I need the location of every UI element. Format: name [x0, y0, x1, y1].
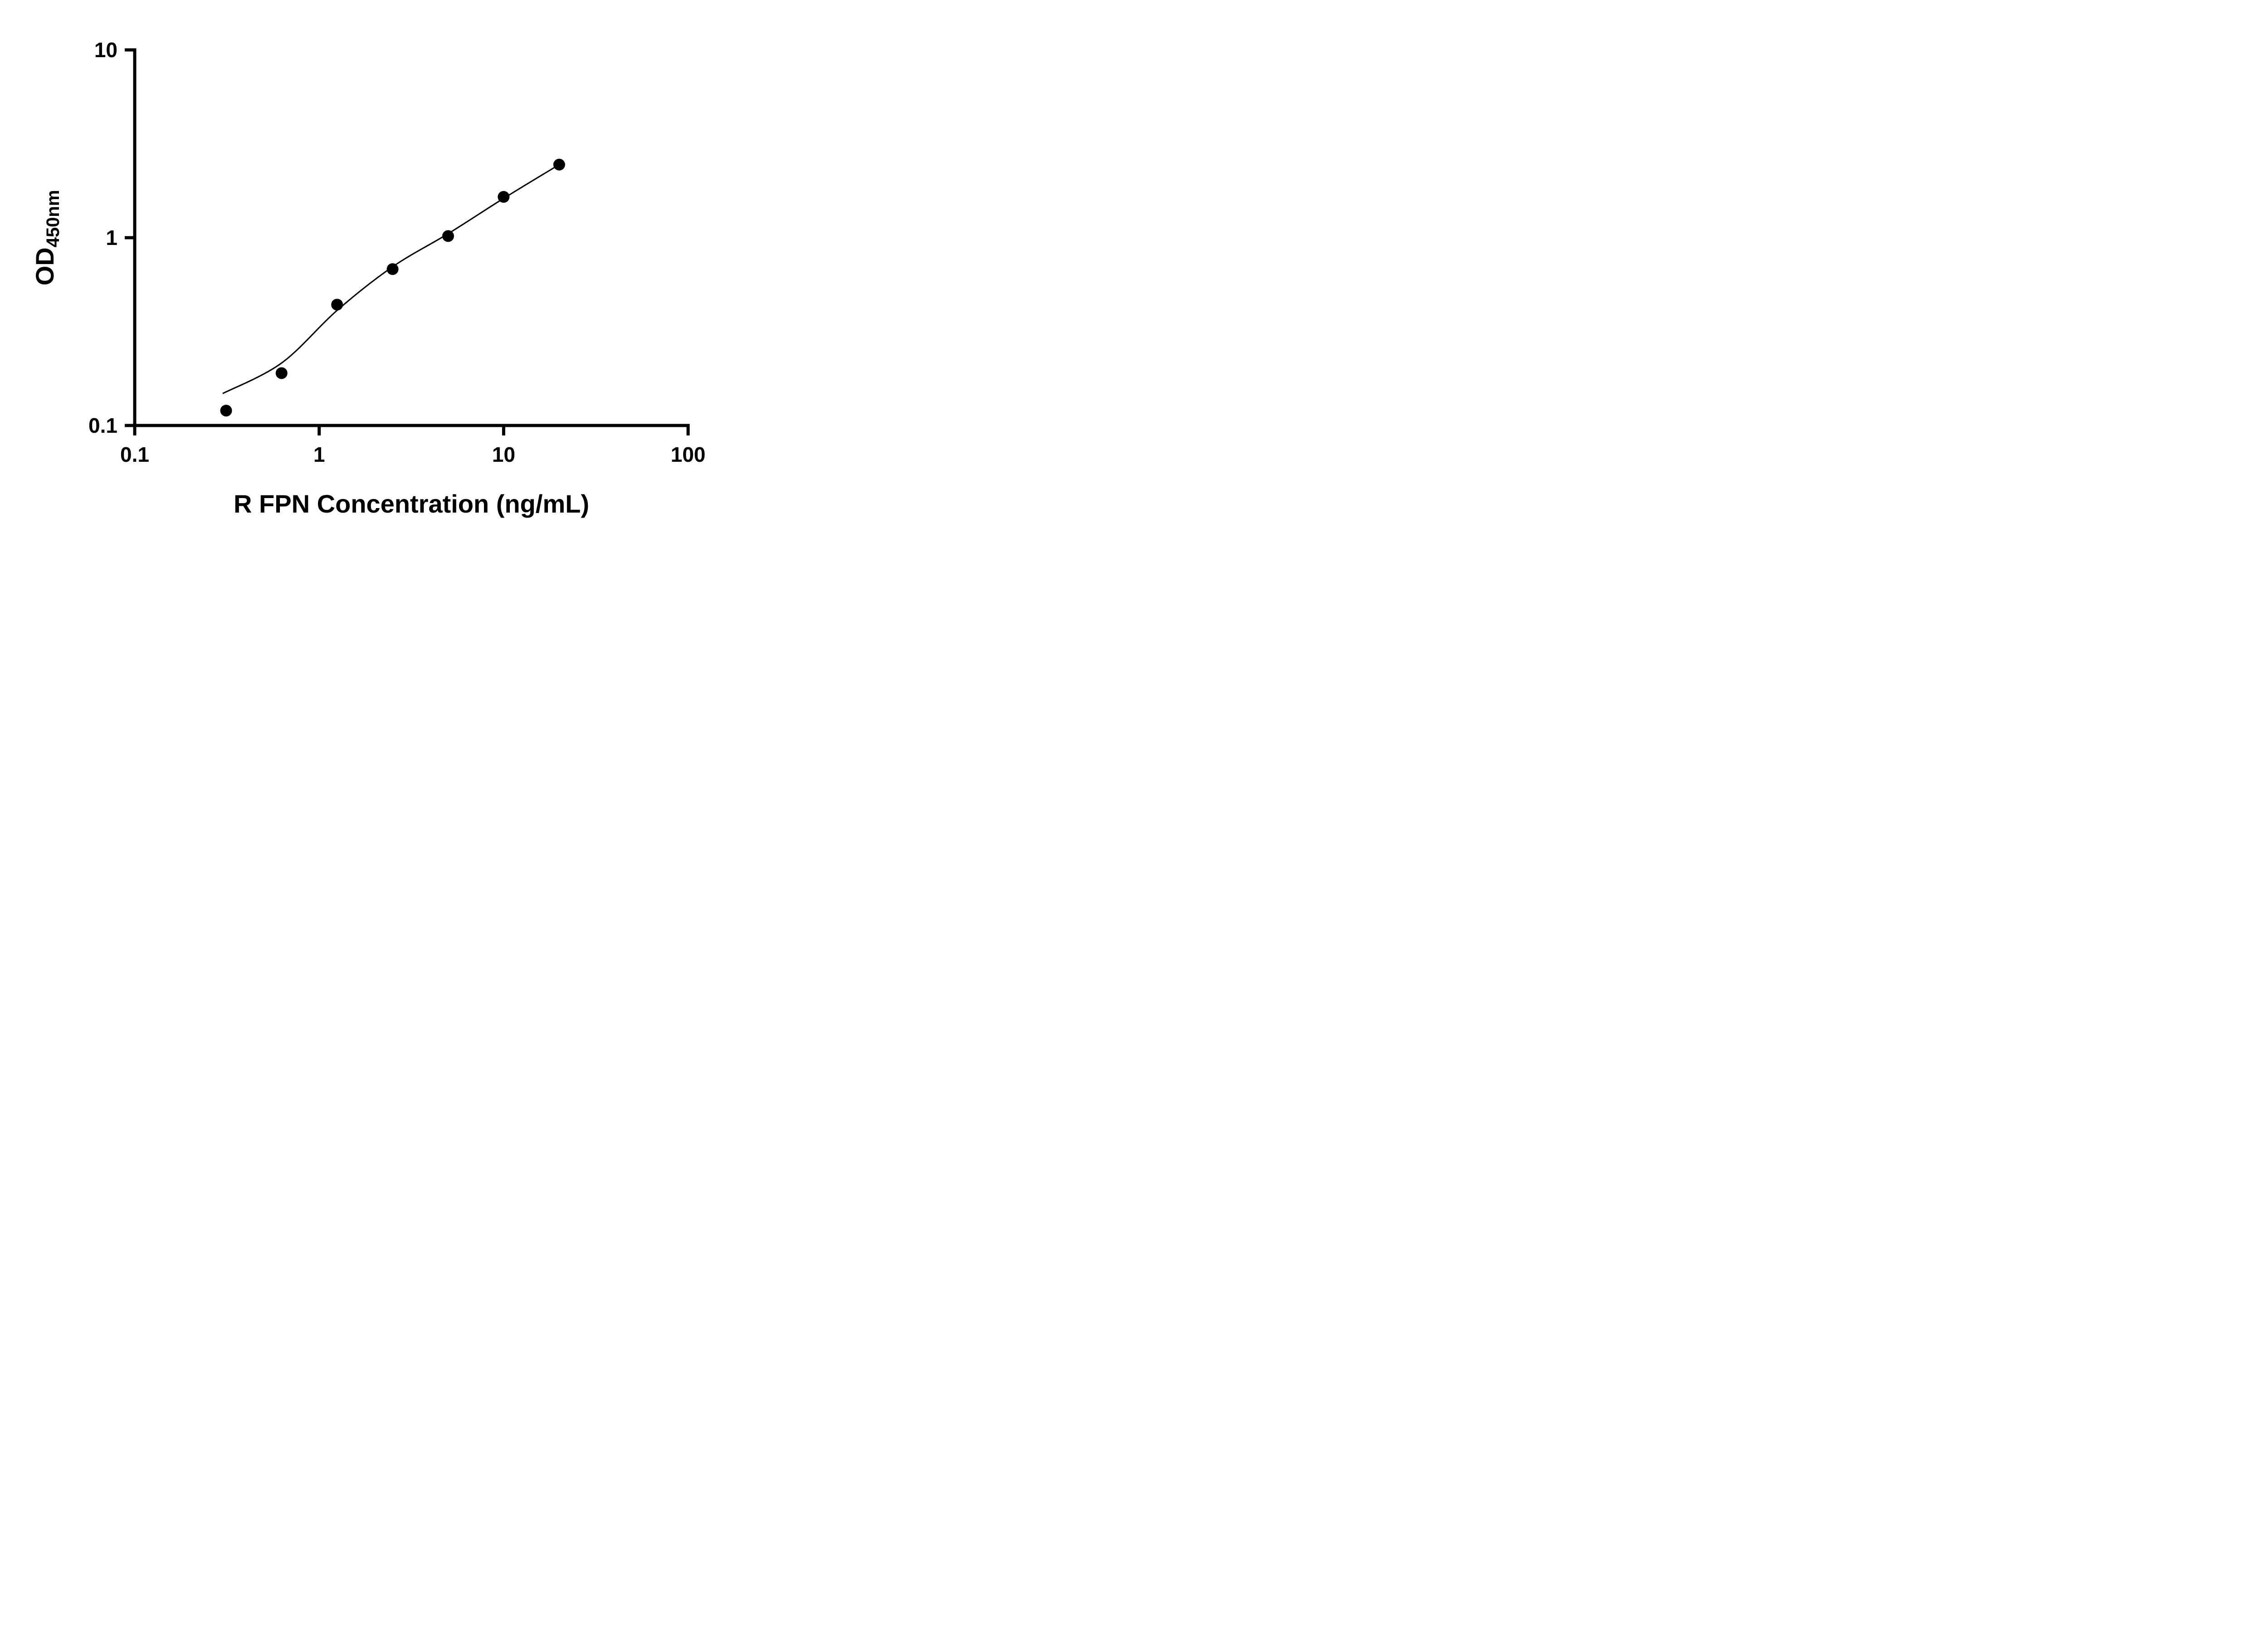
- x-tick-label: 100: [671, 443, 706, 466]
- data-point: [553, 158, 565, 171]
- plot-svg: OD450nm R FPN Concentration (ng/mL) 0.1 1…: [30, 38, 705, 518]
- x-tick-label: 1: [313, 443, 325, 466]
- y-tick-label: 1: [106, 226, 117, 249]
- data-series: [220, 158, 565, 417]
- x-tick-label: 0.1: [120, 443, 149, 466]
- x-tick-label: 10: [492, 443, 515, 466]
- y-axis-label-subscript: 450nm: [43, 190, 63, 248]
- data-point: [498, 191, 510, 203]
- y-axis-label: OD450nm: [30, 190, 63, 286]
- y-tick-label: 10: [94, 38, 117, 62]
- data-point: [220, 405, 232, 417]
- data-point: [275, 367, 288, 379]
- y-tick-label: 0.1: [88, 414, 117, 437]
- y-axis-label-main: OD: [30, 247, 59, 285]
- data-point: [442, 230, 454, 242]
- standard-curve-figure: OD450nm R FPN Concentration (ng/mL) 0.1 1…: [0, 0, 763, 544]
- axes: 0.1 1 10 100 0.1 1 10: [88, 38, 705, 466]
- data-point: [331, 298, 343, 311]
- x-axis-label: R FPN Concentration (ng/mL): [234, 489, 589, 518]
- data-point: [386, 263, 399, 275]
- axis-spine: [133, 48, 690, 427]
